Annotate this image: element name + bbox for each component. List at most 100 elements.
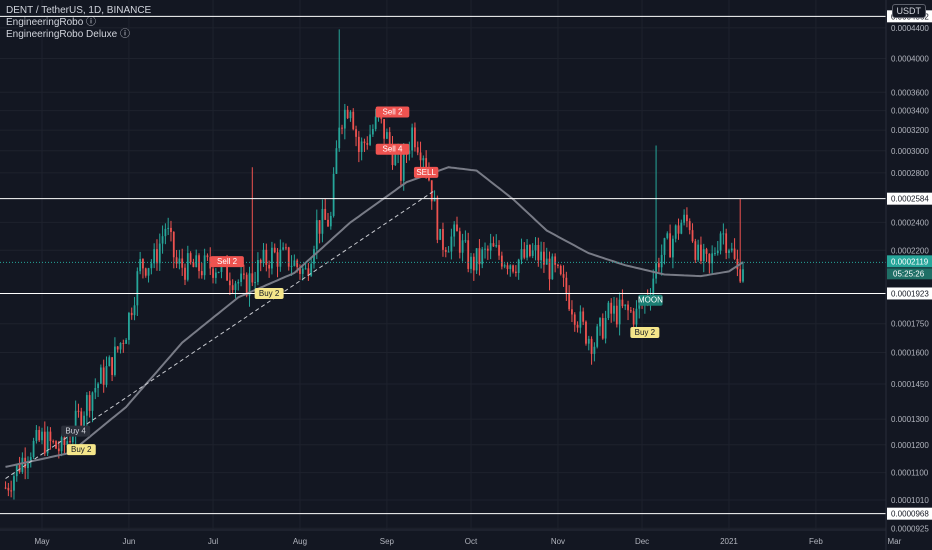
signal-label: Buy 2 [71, 445, 92, 454]
candle-body [102, 367, 105, 385]
candle-body [557, 264, 559, 266]
candle-body [371, 129, 374, 135]
candle-body [231, 285, 234, 290]
chart-legend: DENT / TetherUS, 1D, BINANCE Engineering… [6, 5, 151, 41]
candle-body [60, 437, 63, 452]
candle-body [708, 253, 711, 264]
candle-body [481, 249, 484, 265]
candle-body [400, 152, 402, 181]
candle-body [419, 152, 422, 161]
candle-body [711, 253, 714, 264]
candle-body [94, 388, 97, 393]
candle-body [360, 141, 363, 152]
signal-label: Buy 2 [259, 289, 280, 298]
signal-marker [66, 444, 96, 456]
candle-body [69, 441, 71, 443]
candle-body [534, 244, 537, 251]
candle-body [108, 357, 111, 367]
candle-body [627, 304, 629, 311]
candle-body [593, 346, 596, 354]
candle-body [590, 338, 593, 354]
candle-body [178, 258, 181, 264]
level-price-tag [887, 192, 932, 205]
candle-body [119, 342, 122, 350]
candle-body [46, 431, 49, 454]
candle-body [27, 461, 29, 469]
candle-body [688, 221, 691, 231]
signal-marker [413, 166, 439, 178]
candle-body [310, 263, 313, 276]
candle-body [666, 233, 669, 239]
candle-body [355, 129, 357, 137]
signal-label: Sell 2 [382, 108, 403, 117]
candle-body [77, 410, 80, 412]
candle-body [304, 268, 307, 270]
candle-body [35, 430, 38, 441]
candle-body [663, 238, 666, 255]
candle-body [402, 150, 405, 181]
candle-body [299, 267, 301, 274]
candle-body [638, 304, 641, 309]
candle-body [388, 132, 391, 145]
candle-body [111, 357, 113, 375]
candle-body [680, 222, 683, 234]
candle-body [245, 274, 248, 296]
candle-body [181, 258, 184, 268]
indicator-2[interactable]: EngineeringRobo Deluxe ⓘ [6, 29, 130, 40]
level-price-tag [887, 287, 932, 300]
candle-body [433, 197, 436, 202]
candle-body [596, 326, 599, 347]
candle-body [514, 271, 517, 273]
candle-body [674, 225, 677, 239]
candle-body [41, 431, 43, 441]
candle-body [601, 318, 604, 339]
candle-body [613, 305, 615, 314]
candle-body [29, 457, 32, 462]
candle-body [374, 116, 377, 130]
candle-body [531, 250, 534, 256]
last-price-label: 0.0002119 [891, 257, 929, 266]
candle-body [88, 395, 91, 411]
time-tick-label: Nov [551, 537, 565, 546]
candle-body [447, 251, 450, 253]
price-tick-label: 0.0002800 [891, 169, 929, 178]
candle-body [63, 437, 66, 446]
candle-body [728, 250, 730, 253]
candle-body [604, 317, 607, 339]
price-tick-label: 0.0003600 [891, 88, 929, 97]
signal-marker [375, 143, 410, 155]
candle-body [686, 214, 688, 222]
candle-body [32, 440, 35, 458]
candle-body [520, 249, 523, 260]
currency-button[interactable]: USDT [891, 4, 926, 18]
time-tick-label: Oct [465, 537, 478, 546]
price-tick-label: 0.0001750 [891, 320, 929, 329]
candle-body [725, 233, 728, 253]
candle-body [105, 366, 108, 385]
candle-body [10, 490, 13, 492]
candle-body [652, 278, 655, 297]
candle-body [335, 148, 338, 174]
candle-body [506, 265, 509, 269]
candle-body [683, 214, 686, 223]
candle-body [237, 281, 240, 284]
candle-body [242, 273, 245, 275]
candle-body [500, 255, 503, 267]
candle-body [705, 249, 708, 254]
candle-body [341, 127, 343, 129]
time-tick-label: Jul [208, 537, 218, 546]
candle-body [582, 311, 585, 322]
candle-body [363, 141, 366, 144]
candle-body [394, 152, 397, 166]
candle-body [523, 249, 526, 258]
candle-body [318, 220, 321, 234]
candle-body [315, 220, 318, 250]
indicator-1[interactable]: EngineeringRobo ⓘ [6, 17, 97, 28]
price-tick-label: 0.0004000 [891, 54, 929, 63]
candle-body [279, 249, 282, 267]
candle-body [175, 257, 178, 264]
candle-body [189, 253, 192, 263]
candle-body [472, 256, 475, 271]
